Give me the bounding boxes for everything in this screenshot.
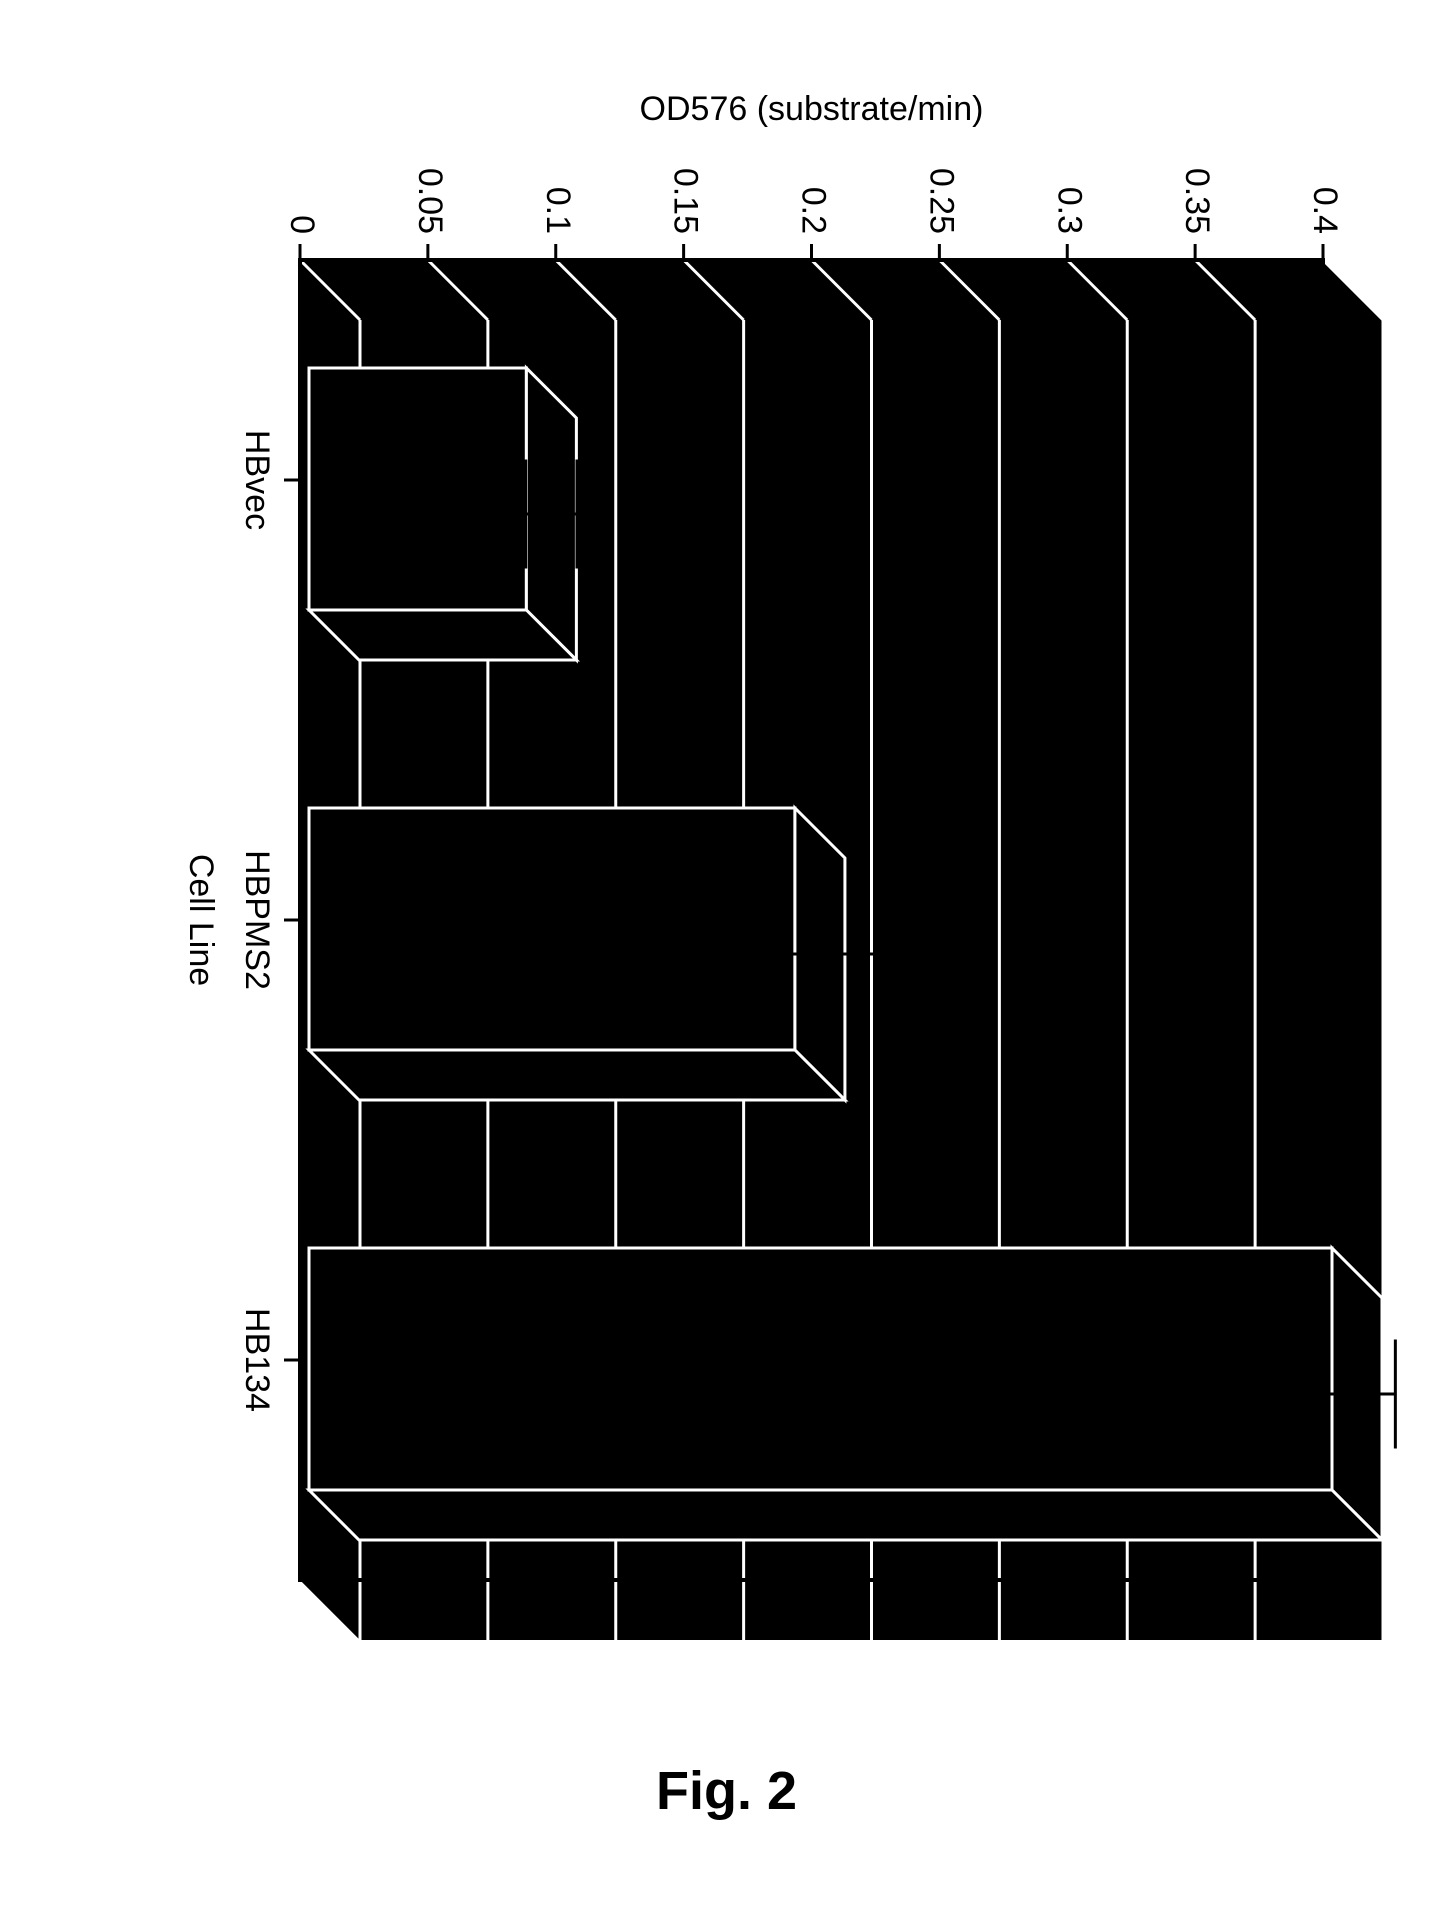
svg-text:0.35: 0.35 <box>1178 168 1216 234</box>
svg-text:0.3: 0.3 <box>1050 187 1088 234</box>
figure-caption: Fig. 2 <box>0 1760 1453 1822</box>
page: 0 0.05 0.1 0.15 0.2 0.25 0.3 0.35 0.4 HBvec HBPMS2… <box>0 0 1453 1922</box>
svg-text:0.4: 0.4 <box>1306 187 1344 234</box>
svg-text:Cell Line: Cell Line <box>182 854 220 986</box>
svg-text:0.05: 0.05 <box>411 168 449 234</box>
svg-text:HB134: HB134 <box>238 1308 276 1412</box>
svg-text:OD576 (substrate/min): OD576 (substrate/min) <box>640 90 984 128</box>
svg-text:HBPMS2: HBPMS2 <box>238 850 276 990</box>
svg-text:0.1: 0.1 <box>539 187 577 234</box>
svg-text:0.15: 0.15 <box>667 168 705 234</box>
svg-text:0: 0 <box>283 215 321 234</box>
svg-text:HBvec: HBvec <box>238 430 276 530</box>
svg-text:0.2: 0.2 <box>795 187 833 234</box>
svg-text:0.25: 0.25 <box>922 168 960 234</box>
bar-chart: 0 0.05 0.1 0.15 0.2 0.25 0.3 0.35 0.4 HBvec HBPMS2… <box>0 0 1453 1700</box>
